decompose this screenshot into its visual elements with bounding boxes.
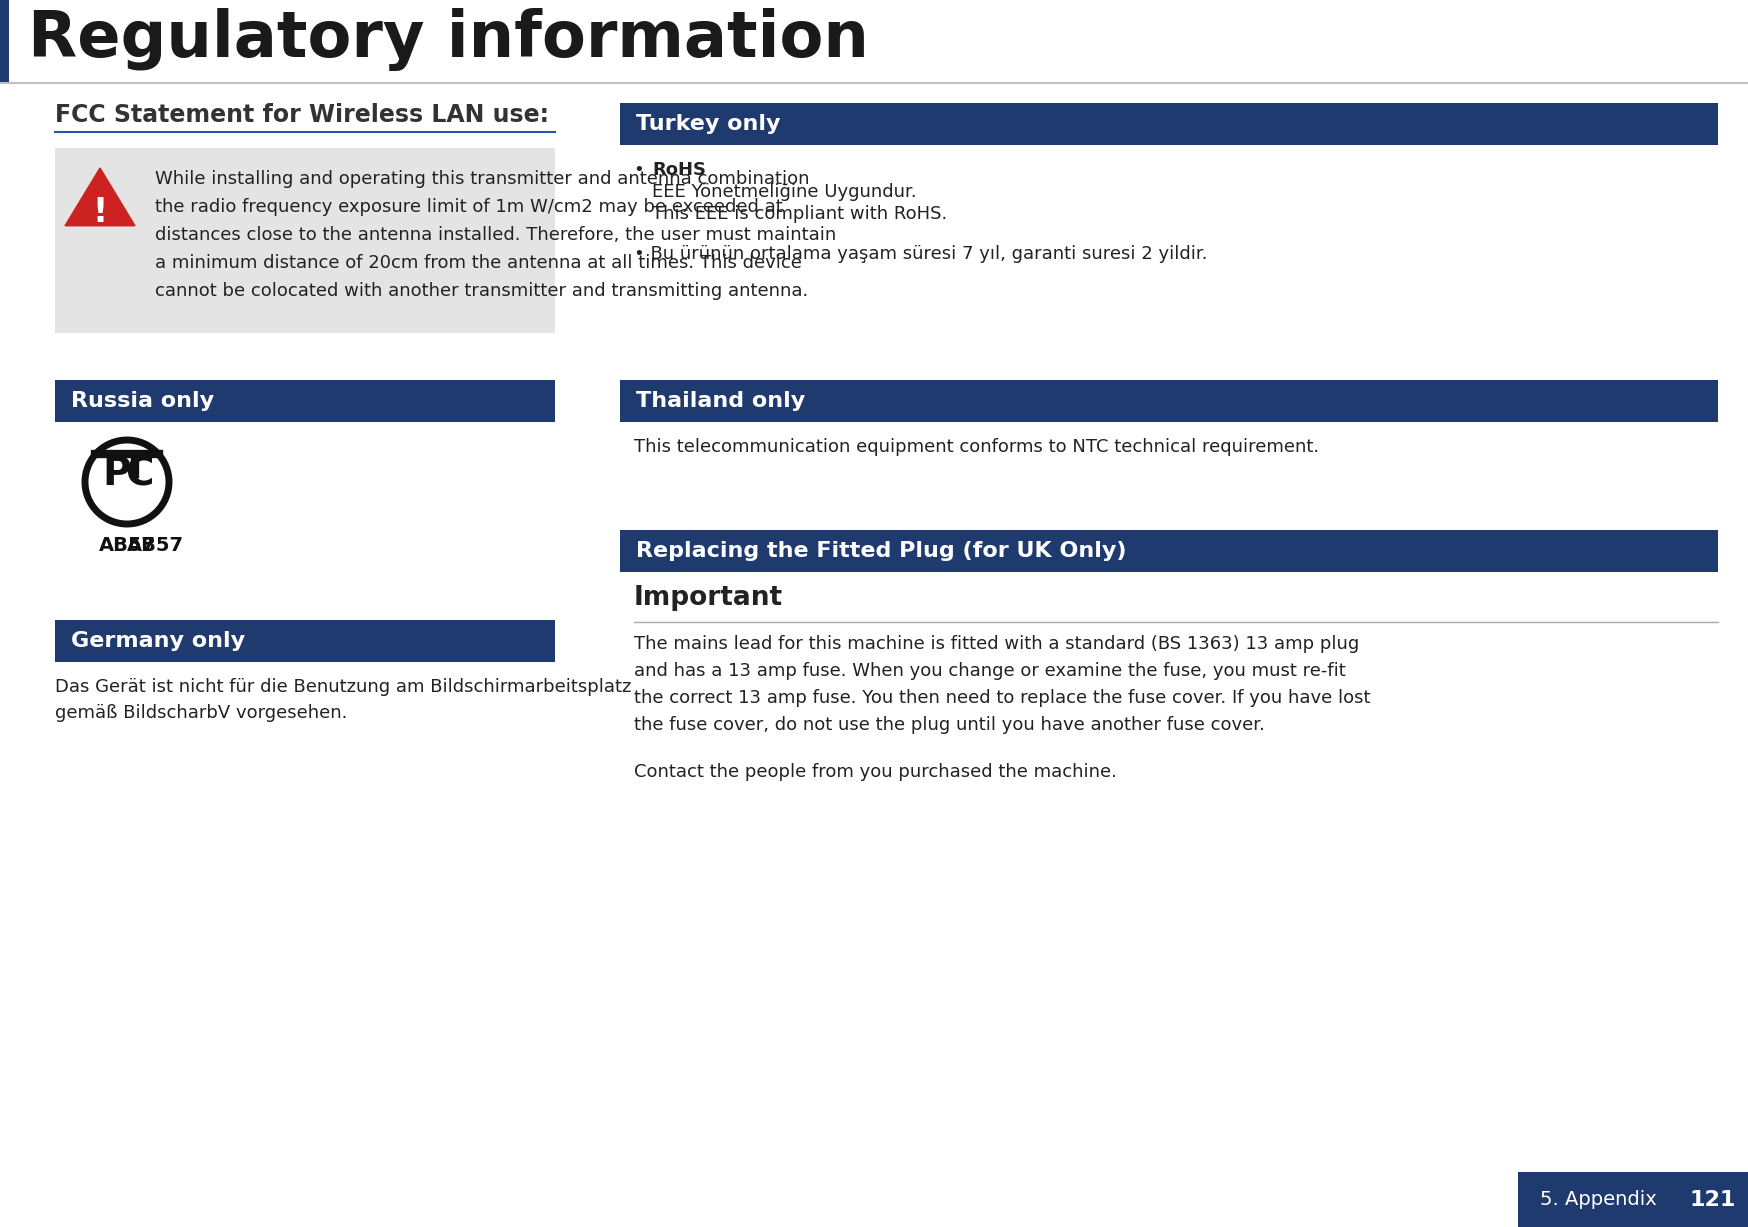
Text: Replacing the Fitted Plug (for UK Only): Replacing the Fitted Plug (for UK Only): [636, 541, 1126, 561]
Text: Thailand only: Thailand only: [636, 391, 806, 411]
Bar: [54, 380, 556, 422]
Text: RoHS: RoHS: [652, 161, 706, 179]
Text: AB57: AB57: [98, 536, 156, 555]
Text: EEE Yönetmeliğine Uygundur.: EEE Yönetmeliğine Uygundur.: [652, 183, 916, 201]
Text: cannot be colocated with another transmitter and transmitting antenna.: cannot be colocated with another transmi…: [156, 282, 808, 299]
Text: Russia only: Russia only: [72, 391, 213, 411]
Text: •: •: [635, 161, 650, 179]
Text: Das Gerät ist nicht für die Benutzung am Bildschirmarbeitsplatz
gemäß Bildscharb: Das Gerät ist nicht für die Benutzung am…: [54, 679, 631, 721]
Text: Turkey only: Turkey only: [636, 114, 781, 134]
Text: 121: 121: [1690, 1189, 1736, 1210]
Text: a minimum distance of 20cm from the antenna at all times. This device: a minimum distance of 20cm from the ante…: [156, 254, 802, 272]
Bar: [0, 0, 9, 82]
Text: Contact the people from you purchased the machine.: Contact the people from you purchased th…: [635, 763, 1117, 782]
Text: FCC Statement for Wireless LAN use:: FCC Statement for Wireless LAN use:: [54, 103, 549, 128]
Bar: [1678, 1172, 1748, 1227]
Text: the fuse cover, do not use the plug until you have another fuse cover.: the fuse cover, do not use the plug unti…: [635, 717, 1266, 734]
Text: distances close to the antenna installed. Therefore, the user must maintain: distances close to the antenna installed…: [156, 226, 836, 244]
Text: the radio frequency exposure limit of 1m W/cm2 may be exceeded at: the radio frequency exposure limit of 1m…: [156, 198, 783, 216]
Bar: [621, 103, 1718, 145]
Text: Regulatory information: Regulatory information: [28, 9, 869, 71]
Text: C: C: [124, 455, 154, 493]
Text: !: !: [93, 196, 108, 229]
Text: P: P: [103, 455, 131, 493]
Text: This telecommunication equipment conforms to NTC technical requirement.: This telecommunication equipment conform…: [635, 438, 1320, 456]
Bar: [54, 148, 556, 333]
Text: AB57: AB57: [128, 536, 184, 555]
Text: Germany only: Germany only: [72, 631, 245, 652]
Text: 5. Appendix: 5. Appendix: [1540, 1190, 1657, 1209]
Text: the correct 13 amp fuse. You then need to replace the fuse cover. If you have lo: the correct 13 amp fuse. You then need t…: [635, 690, 1370, 707]
Bar: [621, 530, 1718, 572]
Text: Important: Important: [635, 585, 783, 611]
Text: The mains lead for this machine is fitted with a standard (BS 1363) 13 amp plug: The mains lead for this machine is fitte…: [635, 636, 1360, 653]
Bar: [54, 620, 556, 663]
Text: • Bu ürünün ortalama yaşam süresi 7 yıl, garanti suresi 2 yildir.: • Bu ürünün ortalama yaşam süresi 7 yıl,…: [635, 245, 1208, 263]
Bar: [621, 380, 1718, 422]
Polygon shape: [65, 168, 135, 226]
Text: While installing and operating this transmitter and antenna combination: While installing and operating this tran…: [156, 171, 809, 188]
Text: This EEE is compliant with RoHS.: This EEE is compliant with RoHS.: [652, 205, 947, 223]
Text: and has a 13 amp fuse. When you change or examine the fuse, you must re-fit: and has a 13 amp fuse. When you change o…: [635, 663, 1346, 680]
Bar: [1517, 1172, 1678, 1227]
